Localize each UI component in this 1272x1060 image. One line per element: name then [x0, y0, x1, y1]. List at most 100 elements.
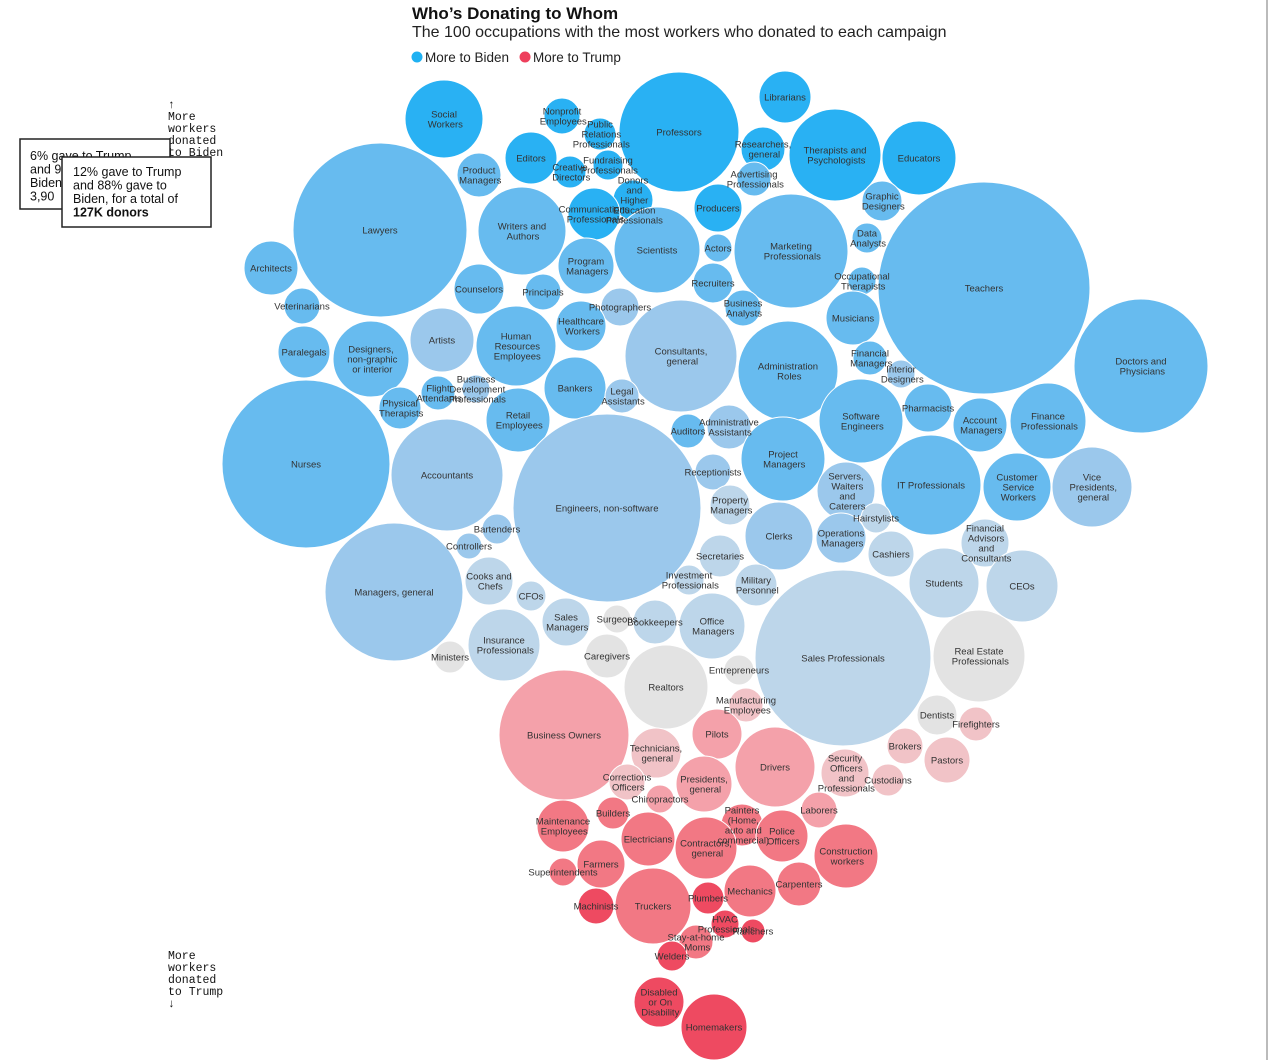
label-line: Bookkeepers: [627, 618, 683, 629]
bubble: [467, 608, 541, 682]
label-line: Auditors: [671, 427, 706, 438]
label-line: Carpenters: [776, 880, 823, 891]
bubble-label: Office Managers: [690, 617, 735, 638]
bubble-label: Homemakers: [686, 1023, 743, 1034]
legend-label: More to Biden: [425, 50, 509, 65]
bubble: [390, 418, 504, 532]
axis-note: donated: [168, 135, 216, 148]
bubble-label: Creative Directors: [550, 163, 591, 184]
bubble: [378, 386, 422, 430]
bubble: [481, 513, 513, 545]
bubble: [985, 549, 1059, 623]
bubble-label: Electricians: [624, 835, 673, 846]
bubble-label: Students: [925, 579, 963, 590]
bubble-label: Builders: [596, 809, 631, 820]
label-line: Analysts: [724, 309, 762, 320]
label-line: Professionals: [815, 784, 875, 795]
label-line: general: [687, 785, 721, 796]
bubble-label: Software Engineers: [838, 412, 884, 433]
label-line: Managers: [457, 176, 502, 187]
label-line: Donors: [618, 176, 649, 187]
label-line: Painters: [725, 806, 760, 817]
bubble: [630, 727, 682, 779]
label-line: Officers: [764, 837, 799, 848]
bubble-label: Flight Attendants: [414, 384, 462, 405]
label-line: Recruiters: [691, 279, 735, 290]
label-line: (Home,: [725, 816, 759, 827]
label-line: Authors: [505, 232, 540, 243]
label-line: Financial: [851, 349, 889, 360]
label-line: Editors: [516, 154, 546, 165]
label-line: Truckers: [635, 902, 672, 913]
bubble-label: CFOs: [519, 592, 544, 603]
label-line: Professionals: [761, 252, 821, 263]
bubble-label: Donors and Higher Education Professional…: [603, 176, 663, 227]
label-line: or On: [646, 998, 672, 1009]
bubble: [852, 340, 888, 376]
bubble: [541, 597, 591, 647]
tooltip-box: [61, 156, 212, 228]
bubble-label: Professors: [656, 128, 702, 139]
bubble-label: Account Managers: [958, 416, 1003, 437]
bubble-label: Legal Assistants: [599, 387, 645, 408]
label-line: Directors: [550, 173, 591, 184]
bubble-label: Actors: [705, 244, 732, 255]
label-line: Flight: [426, 384, 450, 395]
label-line: Project: [768, 450, 798, 461]
label-line: Roles: [775, 372, 802, 383]
bubble: [880, 434, 982, 536]
bubble-label: Drivers: [760, 763, 790, 774]
bubble-label: Painters (Home, auto and commercial): [715, 806, 769, 847]
bubble-label: Finance Professionals: [1018, 412, 1078, 433]
label-line: Higher: [618, 196, 649, 207]
bubble-label: Insurance Professionals: [474, 636, 534, 657]
label-line: Therapists: [839, 282, 886, 293]
bubble-label: Program Managers: [564, 257, 609, 278]
label-line: Communications: [559, 205, 630, 216]
label-line: Nonprofit: [543, 107, 582, 118]
bubble-label: Business Development Professionals: [446, 375, 506, 406]
bubble: [694, 453, 732, 491]
label-line: Controllers: [446, 542, 492, 553]
bubble-label: Managers, general: [354, 588, 433, 599]
label-line: Managers: [958, 426, 1003, 437]
label-line: Business: [457, 375, 496, 386]
label-line: Librarians: [764, 93, 806, 104]
bubble: [553, 155, 587, 189]
bubble-label: Property Managers: [708, 496, 753, 517]
label-line: Consultants: [959, 554, 1012, 565]
bubble-label: Mechanics: [727, 887, 773, 898]
label-line: Designers,: [348, 345, 393, 356]
label-line: Caterers: [826, 502, 865, 513]
bubble-label: Occupational Therapists: [834, 272, 889, 293]
bubble: [583, 117, 617, 151]
bubble-label: Retail Employees: [493, 411, 543, 432]
bubble-label: Maintenance Employees: [536, 817, 590, 838]
bubble-label: Accountants: [421, 471, 474, 482]
label-line: general: [1075, 493, 1109, 504]
bubble: [815, 512, 867, 564]
bubble-label: Surgeons: [597, 615, 638, 626]
bubble: [1051, 446, 1133, 528]
bubble-label: Chiropractors: [631, 795, 688, 806]
label-line: and: [976, 544, 995, 555]
label-line: Property: [712, 496, 748, 507]
bubble: [404, 79, 484, 159]
label-line: Students: [925, 579, 963, 590]
label-line: Professionals: [564, 215, 624, 226]
label-line: Software: [842, 412, 880, 423]
label-line: Bartenders: [474, 525, 521, 536]
label-line: Clerks: [766, 532, 793, 543]
label-line: general: [689, 849, 723, 860]
bubble-label: Military Personnel: [733, 576, 778, 597]
bubble-label: Paralegals: [282, 348, 327, 359]
label-line: Officers: [609, 783, 644, 794]
bubble: [723, 864, 777, 918]
bubble: [710, 909, 740, 939]
bubble: [623, 644, 709, 730]
bubble: [420, 375, 456, 411]
label-line: Education: [611, 206, 656, 217]
label-line: Sales Professionals: [801, 654, 885, 665]
bubble: [453, 263, 505, 315]
bubble: [800, 791, 838, 829]
